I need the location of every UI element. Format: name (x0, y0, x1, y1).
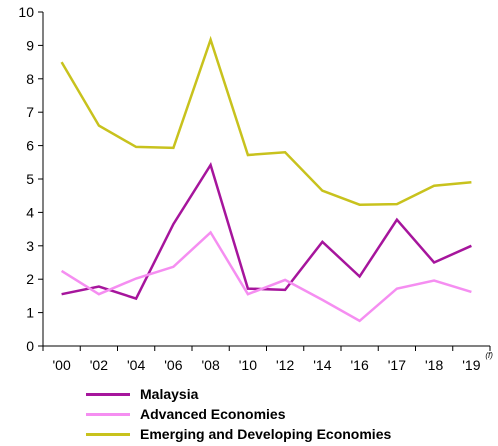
legend-item: Advanced Economies (86, 404, 446, 424)
x-tick-label: '14 (313, 357, 331, 373)
series-lines (60, 35, 472, 323)
legend-label: Advanced Economies (140, 406, 286, 422)
series-line-emerging-and-developing-economies (60, 35, 472, 206)
x-tick-label: '19 (462, 357, 480, 373)
legend-label: Malaysia (140, 386, 199, 402)
x-tick-label: '18 (425, 357, 443, 373)
y-tick-label: 0 (26, 338, 34, 354)
legend-item: Malaysia (86, 384, 446, 404)
series-line-advanced-economies (60, 230, 472, 323)
legend-label: Emerging and Developing Economies (140, 426, 392, 442)
x-tick-label: '12 (276, 357, 294, 373)
x-tick-label: '10 (239, 357, 257, 373)
y-tick-label: 6 (26, 138, 34, 154)
x-tick-label: '00 (53, 357, 71, 373)
forecast-marker: (f) (485, 351, 493, 360)
axes (42, 12, 490, 347)
x-tick-label: '04 (127, 357, 145, 373)
legend: Malaysia Advanced Economies Emerging and D… (86, 384, 446, 444)
x-tick-label: '17 (388, 357, 406, 373)
x-tick-label: '06 (164, 357, 182, 373)
legend-swatch (86, 432, 130, 436)
legend-item: Emerging and Developing Economies (86, 424, 446, 444)
y-axis-ticks: 0 1 2 3 4 5 6 7 8 9 10 (18, 4, 43, 354)
x-tick-label: '16 (351, 357, 369, 373)
y-tick-label: 3 (26, 238, 34, 254)
y-tick-label: 1 (26, 305, 34, 321)
legend-swatch (86, 392, 130, 396)
y-tick-label: 7 (26, 104, 34, 120)
x-tick-label: '08 (202, 357, 220, 373)
x-tick-label: '02 (90, 357, 108, 373)
y-tick-label: 10 (18, 4, 34, 20)
series-line-malaysia (61, 162, 472, 301)
legend-swatch (86, 412, 130, 416)
y-tick-label: 8 (26, 71, 34, 87)
y-tick-label: 9 (26, 37, 34, 53)
x-axis-ticks: '00 '02 '04 '06 '08 '10 '12 '14 '16 '17 '18 '19 (f) (42, 346, 493, 373)
y-tick-label: 5 (26, 171, 34, 187)
y-tick-label: 4 (26, 204, 34, 220)
y-tick-label: 2 (26, 271, 34, 287)
